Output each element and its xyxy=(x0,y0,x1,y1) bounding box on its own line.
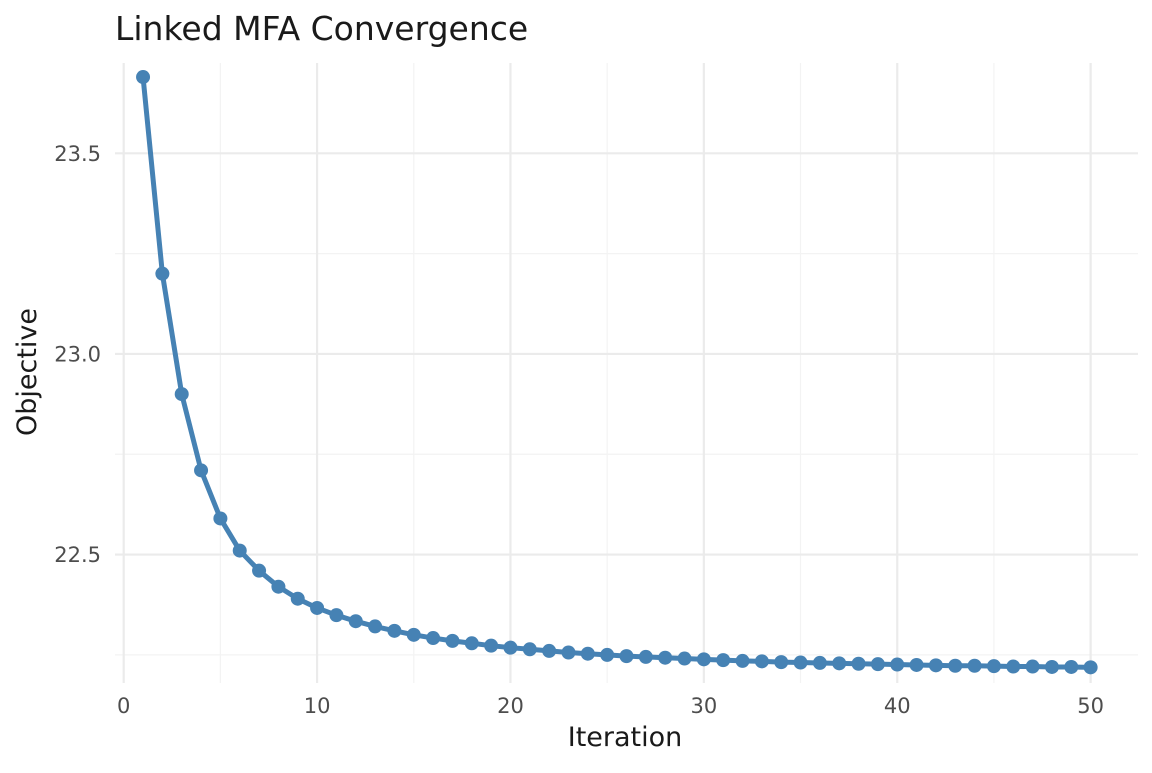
series-layer xyxy=(136,70,1098,675)
data-point xyxy=(1006,659,1021,674)
data-point xyxy=(1025,659,1040,674)
data-point xyxy=(232,543,247,558)
data-point xyxy=(812,655,827,670)
y-tick-label: 23.5 xyxy=(54,142,101,166)
data-point xyxy=(793,655,808,670)
x-tick-label: 40 xyxy=(884,694,911,718)
data-point xyxy=(735,653,750,668)
x-tick-label: 20 xyxy=(497,694,524,718)
data-point xyxy=(580,646,595,661)
data-point xyxy=(754,654,769,669)
data-point xyxy=(368,619,383,634)
data-point xyxy=(174,387,189,402)
x-tick-label: 30 xyxy=(690,694,717,718)
y-tick-label: 22.5 xyxy=(54,543,101,567)
x-tick-label: 50 xyxy=(1077,694,1104,718)
x-tick-label: 0 xyxy=(117,694,130,718)
data-point xyxy=(851,656,866,671)
data-point xyxy=(928,658,943,673)
chart-title: Linked MFA Convergence xyxy=(115,9,528,48)
data-point xyxy=(271,579,286,594)
data-point xyxy=(986,659,1001,674)
x-axis-title: Iteration xyxy=(568,722,683,753)
data-point xyxy=(445,633,460,648)
tick-labels: 0 10 20 30 40 50 22.5 23.0 23.5 xyxy=(54,142,1104,718)
data-point xyxy=(1064,659,1079,674)
data-point xyxy=(1044,659,1059,674)
data-point xyxy=(252,563,267,578)
y-axis-title: Objective xyxy=(12,308,43,436)
data-point xyxy=(348,614,363,629)
data-point xyxy=(406,627,421,642)
data-point xyxy=(909,657,924,672)
data-point xyxy=(619,649,634,664)
data-point xyxy=(832,656,847,671)
data-point xyxy=(677,651,692,666)
grid xyxy=(115,63,1138,683)
data-point xyxy=(716,653,731,668)
data-point xyxy=(638,649,653,664)
data-point xyxy=(464,636,479,651)
data-point xyxy=(948,658,963,673)
data-point xyxy=(658,650,673,665)
y-tick-label: 23.0 xyxy=(54,342,101,366)
data-point xyxy=(561,645,576,660)
data-point xyxy=(503,640,518,655)
data-point xyxy=(522,642,537,657)
data-point xyxy=(290,591,305,606)
data-point xyxy=(213,511,228,526)
data-point xyxy=(542,643,557,658)
data-point xyxy=(194,463,209,478)
data-point xyxy=(1083,660,1098,675)
series-line xyxy=(140,74,1094,670)
data-point xyxy=(387,623,402,638)
data-point xyxy=(426,631,441,646)
data-point xyxy=(774,655,789,670)
data-point xyxy=(136,70,151,85)
data-point xyxy=(890,657,905,672)
data-point xyxy=(484,638,499,653)
data-point xyxy=(967,658,982,673)
data-point xyxy=(600,647,615,662)
data-point xyxy=(870,657,885,672)
data-point xyxy=(329,608,344,623)
data-point xyxy=(696,652,711,667)
data-point xyxy=(310,600,325,615)
x-tick-label: 10 xyxy=(304,694,331,718)
data-point xyxy=(155,266,170,281)
